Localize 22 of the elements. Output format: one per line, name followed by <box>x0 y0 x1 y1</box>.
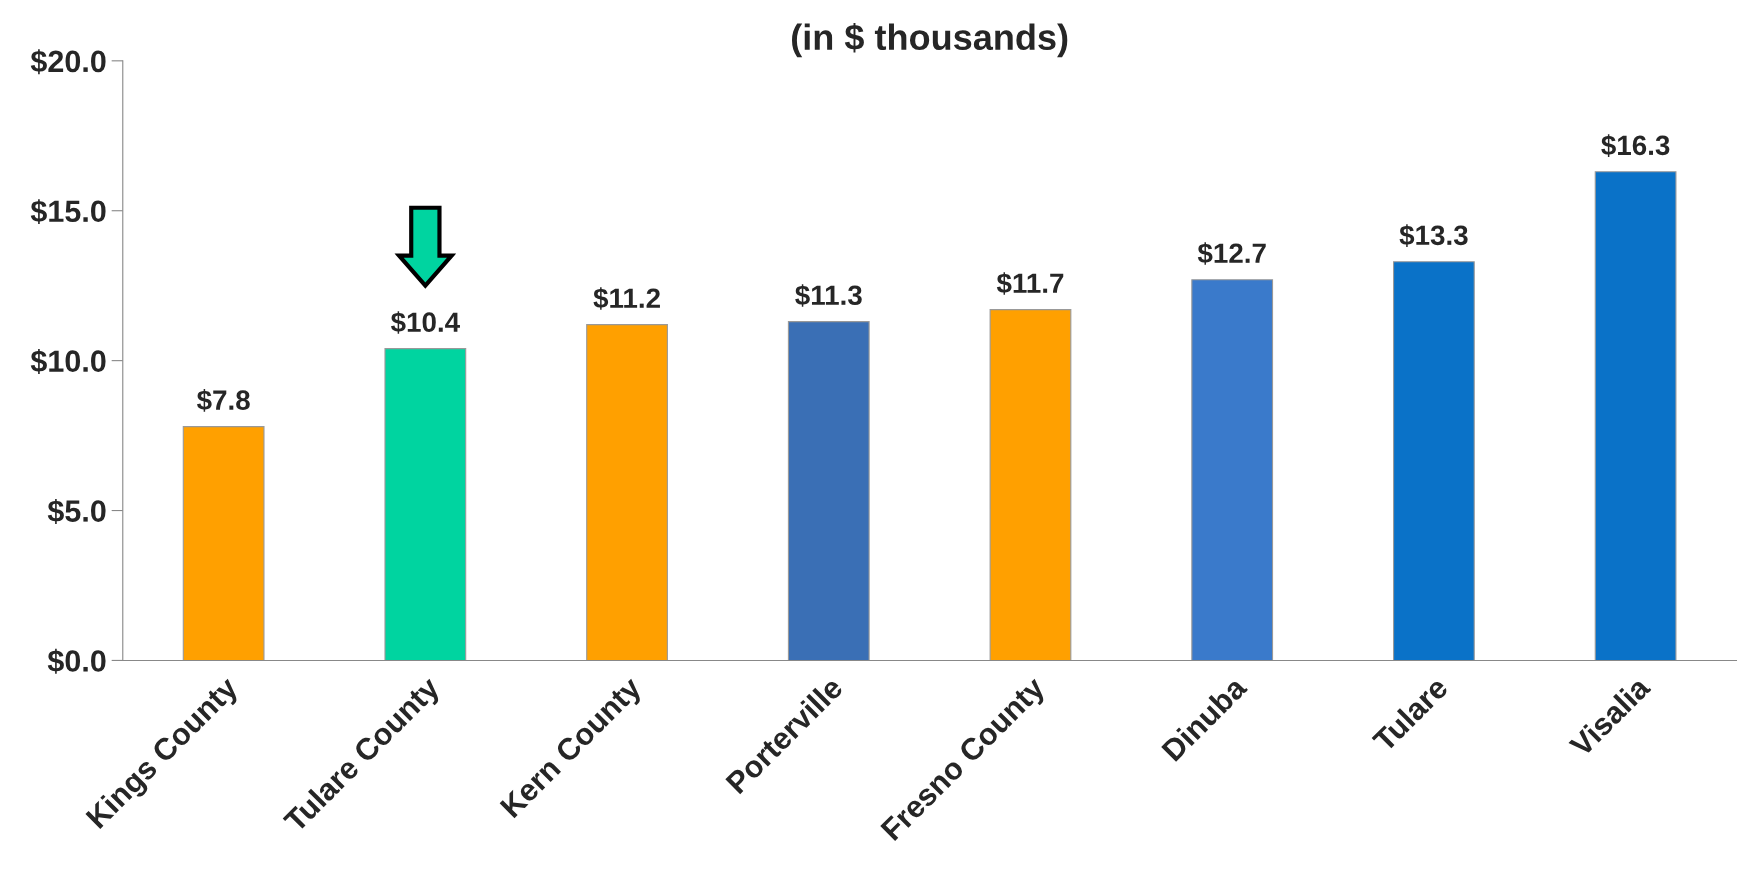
y-tick-label: $10.0 <box>30 349 106 374</box>
bar <box>989 309 1072 661</box>
chart-title: (in $ thousands) <box>792 22 1068 58</box>
data-label: $11.3 <box>795 284 862 307</box>
data-label: $16.3 <box>1601 134 1670 157</box>
bar <box>586 324 668 661</box>
bar <box>1594 171 1677 661</box>
data-label: $13.3 <box>1399 224 1468 247</box>
bar <box>1392 261 1475 661</box>
bar <box>182 426 265 661</box>
y-tick-label: $20.0 <box>30 49 106 75</box>
data-label: $11.7 <box>996 272 1064 295</box>
bar <box>787 321 870 661</box>
data-label: $7.8 <box>196 389 250 412</box>
bar <box>1191 279 1274 661</box>
data-label: $11.2 <box>593 287 660 310</box>
y-tick-label: $15.0 <box>30 199 106 225</box>
bar <box>384 348 467 661</box>
y-tick-label: $5.0 <box>47 498 106 524</box>
data-label: $10.4 <box>390 311 460 334</box>
y-tick-label: $0.0 <box>47 648 106 674</box>
data-label: $12.7 <box>1197 242 1266 265</box>
